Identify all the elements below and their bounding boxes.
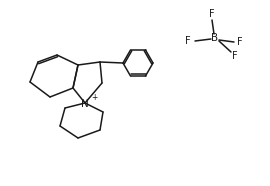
Text: N: N: [81, 99, 89, 109]
Text: F: F: [185, 36, 191, 46]
Text: F: F: [232, 51, 238, 61]
Text: F: F: [209, 9, 215, 19]
Text: B: B: [211, 33, 218, 43]
Text: F: F: [237, 37, 243, 47]
Text: +: +: [91, 92, 97, 102]
